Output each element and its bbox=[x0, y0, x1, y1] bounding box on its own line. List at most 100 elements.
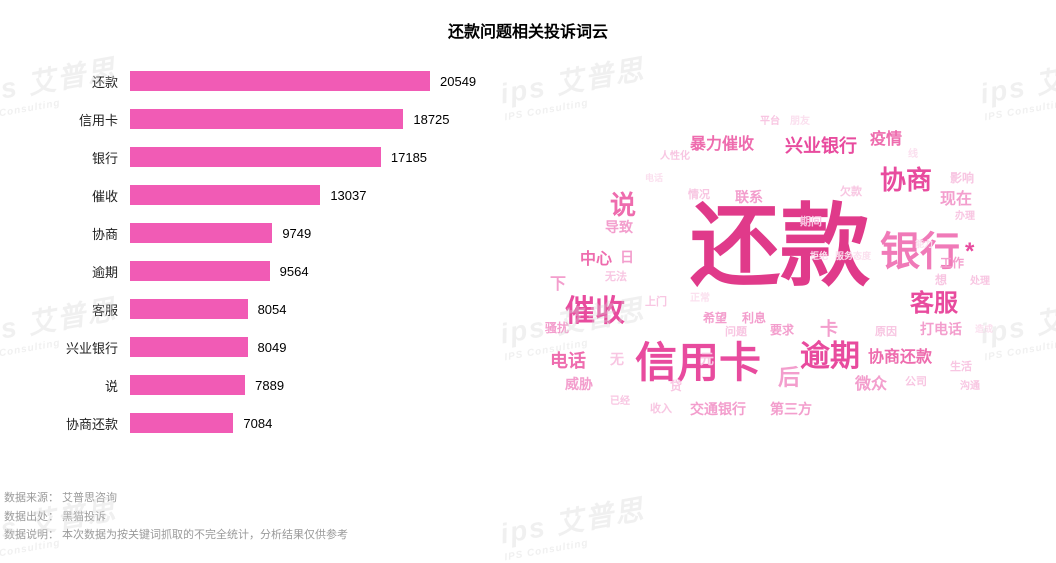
wordcloud-word: 暴力催收 bbox=[690, 137, 754, 153]
wordcloud-word: 办理 bbox=[955, 212, 975, 222]
wordcloud-word: 能力 bbox=[915, 240, 933, 249]
footer-notes: 数据来源：艾普思咨询数据出处：黑猫投诉数据说明：本次数据为按关键词抓取的不完全统… bbox=[4, 489, 348, 545]
bar-track: 7889 bbox=[130, 366, 440, 404]
footer-value: 本次数据为按关键词抓取的不完全统计，分析结果仅供参考 bbox=[62, 526, 348, 545]
wordcloud-word: 贷 bbox=[670, 380, 682, 392]
bar-label: 协商还款 bbox=[40, 414, 130, 433]
bar-value: 8049 bbox=[248, 340, 287, 355]
bar-row: 逾期9564 bbox=[40, 252, 500, 290]
chart-title: 还款问题相关投诉词云 bbox=[0, 0, 1056, 42]
wordcloud-word: 后 bbox=[778, 367, 800, 389]
wordcloud-word: 朋友 bbox=[790, 117, 810, 127]
wordcloud-word: 骚扰 bbox=[545, 322, 569, 334]
wordcloud-word: * bbox=[965, 240, 974, 264]
wordcloud-word: 线 bbox=[908, 150, 918, 160]
wordcloud-word: 逾期 bbox=[800, 342, 860, 372]
wordcloud-word: 卡 bbox=[820, 320, 838, 338]
wordcloud-word: 下 bbox=[550, 277, 566, 293]
bar-value: 17185 bbox=[381, 150, 427, 165]
bar-label: 客服 bbox=[40, 300, 130, 319]
wordcloud-word: 造成 bbox=[975, 325, 993, 334]
watermark: ips 艾普思IPS Consulting bbox=[497, 488, 650, 563]
wordcloud-word: 平台 bbox=[760, 117, 780, 127]
bar-value: 9749 bbox=[272, 226, 311, 241]
bar-row: 信用卡18725 bbox=[40, 100, 500, 138]
bar-track: 17185 bbox=[130, 138, 440, 176]
bar-track: 13037 bbox=[130, 176, 440, 214]
wordcloud-word: 疫情 bbox=[870, 132, 902, 148]
bar-fill bbox=[130, 109, 403, 129]
wordcloud-word: 电话 bbox=[550, 352, 586, 370]
bar-value: 18725 bbox=[403, 112, 449, 127]
bar-fill bbox=[130, 71, 430, 91]
wordcloud-word: 导致 bbox=[605, 220, 633, 234]
wordcloud-word: 公司 bbox=[905, 377, 927, 388]
wordcloud-word: 客服 bbox=[910, 292, 958, 316]
bar-label: 说 bbox=[40, 376, 130, 395]
wordcloud-word: 现在 bbox=[940, 192, 972, 208]
wordcloud-word: 还款 bbox=[690, 202, 870, 292]
bar-fill bbox=[130, 147, 381, 167]
bar-track: 8054 bbox=[130, 290, 440, 328]
wordcloud-word: 期间 bbox=[800, 217, 822, 228]
wordcloud-word: 沟通 bbox=[960, 382, 980, 392]
bar-fill bbox=[130, 413, 233, 433]
wordcloud-word: 拒绝 bbox=[810, 252, 828, 261]
wordcloud-word: 协商还款 bbox=[868, 350, 932, 366]
wordcloud-word: 兴业银行 bbox=[785, 137, 857, 155]
bar-track: 18725 bbox=[130, 100, 450, 138]
wordcloud-word: 处理 bbox=[970, 277, 990, 287]
bar-value: 13037 bbox=[320, 188, 366, 203]
footer-key: 数据说明： bbox=[4, 526, 62, 545]
wordcloud-word: 说 bbox=[610, 192, 636, 218]
bar-fill bbox=[130, 375, 245, 395]
wordcloud-word: 微众 bbox=[855, 377, 887, 393]
bar-label: 银行 bbox=[40, 148, 130, 167]
wordcloud-word: 中心 bbox=[580, 252, 612, 268]
wordcloud-word: 收入 bbox=[650, 404, 672, 415]
wordcloud-word: 联系 bbox=[735, 190, 763, 204]
bar-row: 催收 13037 bbox=[40, 176, 500, 214]
bar-fill bbox=[130, 223, 272, 243]
wordcloud-word: 信用卡 bbox=[635, 342, 761, 384]
footer-row: 数据来源：艾普思咨询 bbox=[4, 489, 348, 508]
footer-value: 黑猫投诉 bbox=[62, 508, 106, 527]
bar-fill bbox=[130, 299, 248, 319]
bar-track: 20549 bbox=[130, 62, 476, 100]
bar-row: 协商9749 bbox=[40, 214, 500, 252]
wordcloud-word: 上门 bbox=[645, 297, 667, 308]
bar-track: 9564 bbox=[130, 252, 440, 290]
bar-value: 7084 bbox=[233, 416, 272, 431]
wordcloud-word: 第三方 bbox=[770, 402, 812, 416]
bar-label: 催收 bbox=[40, 186, 130, 205]
wordcloud-word: 打电话 bbox=[920, 322, 962, 336]
footer-value: 艾普思咨询 bbox=[62, 489, 117, 508]
wordcloud-word: 要求 bbox=[770, 324, 794, 336]
wordcloud-word: 电话 bbox=[645, 174, 663, 183]
footer-key: 数据出处： bbox=[4, 508, 62, 527]
footer-row: 数据说明：本次数据为按关键词抓取的不完全统计，分析结果仅供参考 bbox=[4, 526, 348, 545]
bar-row: 客服8054 bbox=[40, 290, 500, 328]
bar-fill bbox=[130, 261, 270, 281]
bar-row: 兴业银行8049 bbox=[40, 328, 500, 366]
wordcloud-word: 想 bbox=[935, 274, 947, 286]
bar-value: 7889 bbox=[245, 378, 284, 393]
wordcloud-word: 工作 bbox=[940, 257, 964, 269]
bar-value: 9564 bbox=[270, 264, 309, 279]
wordcloud-word: 催收 bbox=[565, 297, 625, 327]
word-cloud: 还款信用卡银行催收协商逾期客服兴业银行说协商还款暴力催收疫情现在电话中心导致联系… bbox=[510, 62, 1030, 442]
wordcloud-word: 元 bbox=[700, 352, 714, 366]
wordcloud-word: 影响 bbox=[950, 172, 974, 184]
wordcloud-word: 欠款 bbox=[840, 187, 862, 198]
footer-row: 数据出处：黑猫投诉 bbox=[4, 508, 348, 527]
wordcloud-word: 问题 bbox=[725, 327, 747, 338]
bar-value: 20549 bbox=[430, 74, 476, 89]
wordcloud-word: 人性化 bbox=[660, 152, 690, 162]
wordcloud-word: 威胁 bbox=[565, 377, 593, 391]
bar-track: 9749 bbox=[130, 214, 440, 252]
content-row: 还款20549信用卡18725银行17185催收13037协商9749逾期956… bbox=[0, 42, 1056, 442]
bar-label: 还款 bbox=[40, 72, 130, 91]
bar-row: 协商还款 7084 bbox=[40, 404, 500, 442]
footer-key: 数据来源： bbox=[4, 489, 62, 508]
wordcloud-word: 无法 bbox=[605, 272, 627, 283]
